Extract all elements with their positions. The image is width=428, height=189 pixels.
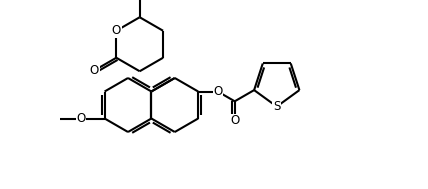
Text: S: S xyxy=(273,100,280,113)
Text: O: O xyxy=(90,64,99,77)
Text: O: O xyxy=(230,114,239,127)
Text: O: O xyxy=(213,85,223,98)
Text: O: O xyxy=(76,112,86,125)
Text: O: O xyxy=(112,24,121,37)
